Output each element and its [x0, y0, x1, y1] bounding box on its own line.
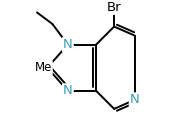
- Text: Me: Me: [34, 61, 52, 74]
- Text: N: N: [130, 93, 140, 106]
- Text: N: N: [63, 84, 73, 97]
- Text: N: N: [63, 38, 73, 51]
- Text: Br: Br: [107, 1, 121, 14]
